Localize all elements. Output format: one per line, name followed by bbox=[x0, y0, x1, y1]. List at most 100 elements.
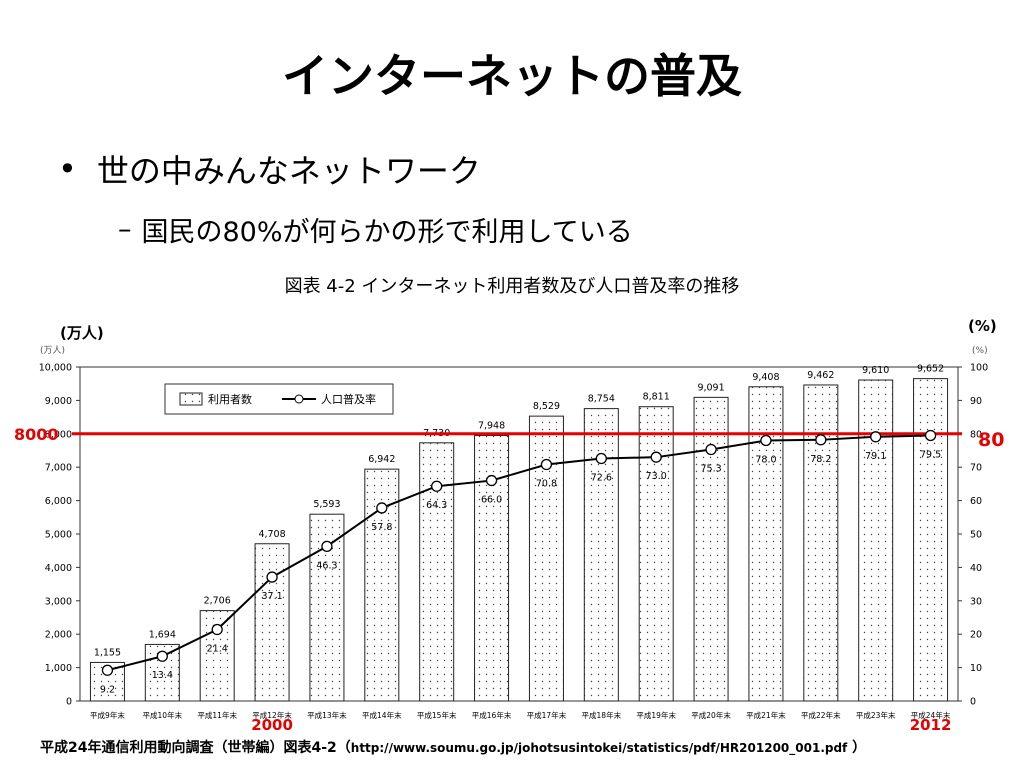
left-tick-label: 7,000 bbox=[45, 463, 72, 474]
left-tick-label: 3,000 bbox=[45, 596, 72, 607]
category-label: 平成11年末 bbox=[197, 710, 237, 720]
bullet-marker: • bbox=[58, 150, 77, 188]
left-tick-label: 2,000 bbox=[45, 630, 72, 641]
left-unit-overlay: (万人) bbox=[40, 345, 65, 356]
rate-point bbox=[540, 458, 553, 471]
right-tick-label: 30 bbox=[970, 596, 982, 607]
category-label: 平成17年末 bbox=[527, 710, 567, 720]
rate-point bbox=[705, 443, 717, 456]
reference-label-left: 8000 bbox=[14, 425, 59, 444]
year-annotation-2012: 2012 bbox=[910, 716, 952, 734]
category-label: 平成21年末 bbox=[746, 710, 786, 720]
rate-point bbox=[321, 540, 333, 553]
bar-value-label: 9,091 bbox=[697, 382, 724, 393]
rate-value-label: 79.5 bbox=[920, 449, 941, 460]
source-text: 平成24年通信利用動向調査（世帯編）図表4-2（ bbox=[40, 740, 351, 756]
right-tick-label: 70 bbox=[970, 463, 982, 474]
legend-bar-label: 利用者数 bbox=[208, 393, 252, 406]
left-tick-label: 9,000 bbox=[45, 396, 72, 407]
left-axis-unit: (万人) bbox=[60, 324, 104, 342]
rate-value-label: 73.0 bbox=[646, 471, 667, 482]
rate-value-label: 66.0 bbox=[481, 495, 502, 506]
right-unit-overlay: (%) bbox=[972, 346, 988, 356]
rate-value-label: 72.6 bbox=[591, 473, 612, 484]
left-tick-label: 5,000 bbox=[45, 530, 72, 541]
rate-point bbox=[650, 451, 662, 463]
bar-value-label: 6,942 bbox=[368, 454, 395, 465]
rate-value-label: 79.1 bbox=[865, 451, 886, 462]
right-tick-label: 20 bbox=[970, 630, 982, 641]
rate-value-label: 21.4 bbox=[207, 644, 228, 655]
bar-value-label: 5,593 bbox=[313, 499, 340, 510]
bar bbox=[528, 415, 564, 702]
bar-value-label: 2,706 bbox=[204, 596, 231, 607]
bar-value-label: 4,708 bbox=[258, 529, 285, 540]
rate-value-label: 70.8 bbox=[536, 479, 557, 490]
rate-point bbox=[760, 434, 772, 447]
rate-value-label: 75.3 bbox=[700, 463, 721, 474]
bar-value-label: 1,155 bbox=[94, 647, 121, 658]
category-label: 平成23年末 bbox=[856, 710, 896, 720]
left-tick-label: 0 bbox=[66, 697, 72, 708]
right-tick-label: 80 bbox=[970, 429, 982, 440]
bar-value-label: 1,694 bbox=[149, 629, 176, 640]
bar-value-label: 8,529 bbox=[533, 401, 560, 412]
right-tick-label: 0 bbox=[970, 697, 976, 708]
right-tick-label: 100 bbox=[970, 363, 988, 374]
right-tick-label: 60 bbox=[970, 496, 982, 507]
bar-value-label: 9,652 bbox=[917, 364, 944, 375]
left-tick-label: 6,000 bbox=[45, 496, 72, 507]
category-label: 平成22年末 bbox=[801, 710, 841, 720]
bar bbox=[913, 378, 949, 702]
left-tick-label: 8,000 bbox=[45, 429, 72, 440]
rate-value-label: 46.3 bbox=[316, 560, 337, 571]
rate-value-label: 64.3 bbox=[426, 500, 447, 511]
right-tick-label: 50 bbox=[970, 530, 982, 541]
source-close: ） bbox=[847, 740, 867, 756]
bar bbox=[583, 408, 619, 702]
reference-label-right: 80 bbox=[978, 429, 1004, 451]
rate-line bbox=[107, 434, 931, 672]
rate-point bbox=[101, 664, 114, 676]
sub-bullet-marker: – bbox=[118, 214, 132, 245]
rate-point bbox=[266, 571, 278, 583]
rate-value-label: 78.2 bbox=[810, 454, 831, 465]
bar-value-label: 9,408 bbox=[752, 372, 779, 383]
bar-value-label: 7,948 bbox=[478, 421, 505, 432]
bar bbox=[693, 396, 729, 702]
slide-title: インターネットの普及 bbox=[282, 49, 742, 103]
bar-value-label: 9,462 bbox=[807, 370, 834, 381]
internet-users-chart: 0 1,000 2,000 3,000 4,000 5,000 6,000 7,000 8,00… bbox=[14, 317, 1004, 734]
left-tick-label: 10,000 bbox=[39, 363, 72, 374]
source-citation: 平成24年通信利用動向調査（世帯編）図表4-2（http://www.soumu… bbox=[40, 737, 866, 757]
rate-point bbox=[870, 431, 882, 443]
left-tick-label: 4,000 bbox=[45, 563, 72, 574]
left-tick-label: 1,000 bbox=[45, 663, 72, 674]
category-label: 平成19年末 bbox=[636, 710, 676, 720]
rate-value-label: 13.4 bbox=[152, 670, 173, 681]
sub-bullet-text: 国民の80%が何らかの形で利用している bbox=[141, 217, 633, 248]
right-tick-label: 90 bbox=[970, 396, 982, 407]
bullet-item: • 世の中みんなネットワーク bbox=[58, 146, 481, 192]
legend-line-marker bbox=[294, 394, 304, 404]
rate-value-label: 37.1 bbox=[261, 591, 282, 602]
bar-value-label: 8,811 bbox=[643, 392, 670, 403]
source-url[interactable]: http://www.soumu.go.jp/johotsusintokei/s… bbox=[350, 741, 848, 755]
rate-point bbox=[595, 452, 607, 465]
category-label: 平成16年末 bbox=[472, 710, 512, 720]
sub-bullet-item: – 国民の80%が何らかの形で利用している bbox=[118, 210, 633, 249]
rate-point bbox=[924, 429, 937, 442]
category-label: 平成14年末 bbox=[362, 710, 402, 720]
legend-line-label: 人口普及率 bbox=[321, 392, 376, 406]
rate-value-label: 78.0 bbox=[755, 454, 776, 465]
category-label: 平成13年末 bbox=[307, 710, 347, 720]
right-axis-unit: (%) bbox=[968, 317, 997, 335]
bar bbox=[254, 543, 290, 702]
category-label: 平成20年末 bbox=[691, 710, 731, 720]
rate-point bbox=[485, 474, 498, 487]
rate-point bbox=[156, 650, 168, 662]
rate-value-label: 57.8 bbox=[371, 522, 392, 533]
bar bbox=[858, 379, 894, 702]
bullet-text: 世の中みんなネットワーク bbox=[96, 152, 481, 190]
legend-bar-swatch bbox=[179, 392, 203, 406]
